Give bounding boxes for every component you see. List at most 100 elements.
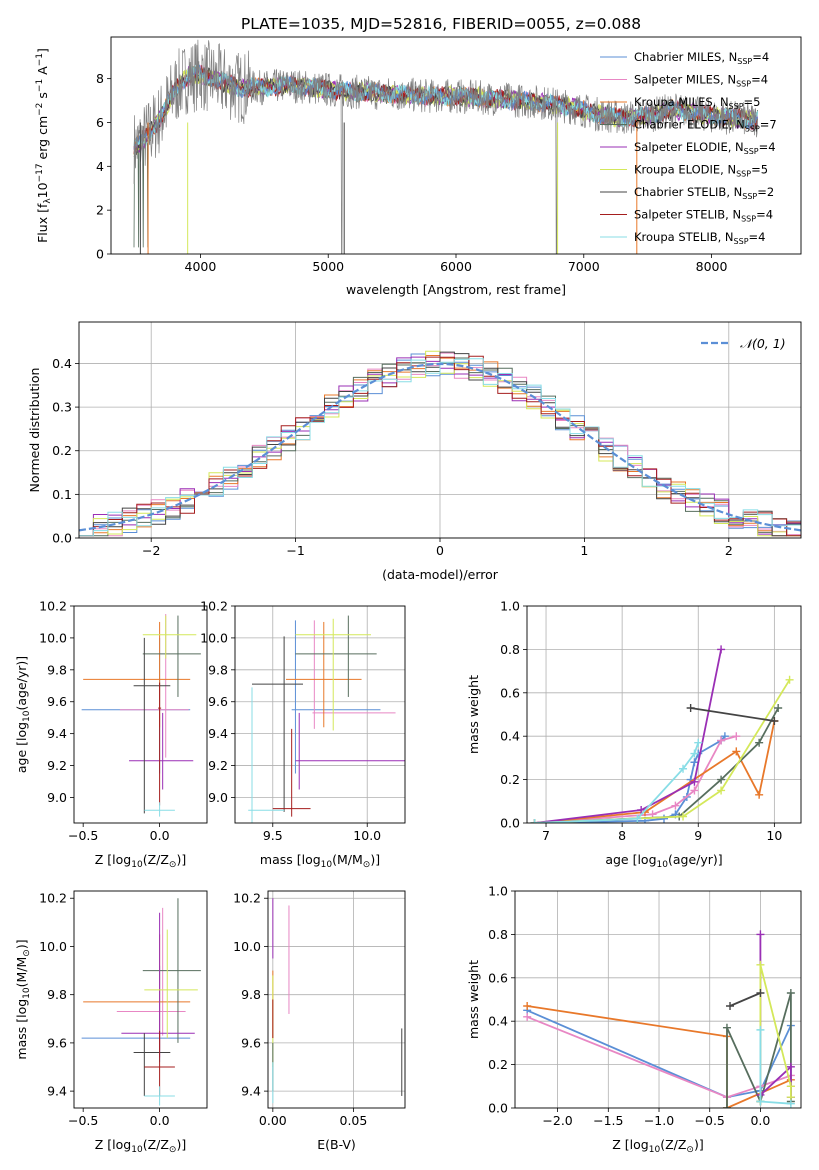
age_vs_mass-x-label: mass [log10(M/M⊙)] (260, 852, 380, 870)
legend-label: Salpeter STELIB, NSSP=4 (634, 208, 773, 224)
x-tick-label: 0.0 (150, 1113, 170, 1128)
panel-mass_vs_ebv: 0.00 0.05 9.4 9.6 9.8 10.0 10.2 E(B-V) (233, 890, 406, 1152)
y-tick-label: 0.4 (500, 729, 520, 744)
x-tick-label: −0.5 (68, 828, 98, 843)
legend-label: Chabrier ELODIE, NSSP=7 (634, 118, 777, 134)
age_vs_Z-x-label: Z [log10(Z/Z⊙)] (95, 852, 186, 870)
weight-line-c8 (534, 742, 700, 823)
weight_vs_age-y-label: mass weight (466, 675, 481, 754)
y-tick-label: 0.4 (52, 356, 72, 371)
weight-marker-c2 (732, 747, 741, 756)
panel-weight_vs_Z: −2.0 −1.5 −1.0 −0.5 0.0 0.0 0.2 0.4 0.6 0.8 1.0 Z [… (466, 884, 802, 1155)
weight-marker-c5 (717, 786, 726, 795)
weight-marker-c8 (530, 819, 539, 823)
age_vs_mass-plot-area (235, 606, 405, 823)
mass_vs_Z-y-label: mass [log10(M/M⊙)] (14, 939, 32, 1059)
weight-marker-c5 (679, 812, 688, 821)
legend-label: Chabrier STELIB, NSSP=2 (634, 185, 774, 201)
x-tick-label: −1.0 (644, 1113, 674, 1128)
y-tick-label: 1.0 (488, 884, 508, 899)
x-tick-label: 7000 (568, 259, 600, 274)
x-tick-label: 7 (542, 828, 550, 843)
legend-label: 𝒩(0, 1) (740, 336, 786, 351)
y-tick-label: 10.0 (200, 630, 228, 645)
mass_vs_ebv-plot-area (268, 891, 405, 1108)
weight-marker-c6 (686, 703, 695, 712)
mass_vs_Z-plot-area (81, 898, 201, 1106)
weight-marker-c8 (679, 764, 688, 773)
x-tick-label: 8000 (696, 259, 728, 274)
weight_vs_Z-y-label: mass weight (466, 960, 481, 1039)
weight-line-c4 (759, 934, 792, 1098)
y-tick-label: 9.6 (241, 1035, 261, 1050)
weight-marker-c5 (756, 960, 765, 969)
weight_vs_Z-frame (514, 890, 802, 1109)
y-tick-label: 9.8 (47, 987, 67, 1002)
y-tick-label: 9.4 (47, 726, 67, 741)
y-tick-label: 9.8 (208, 662, 228, 677)
weight-marker-c5 (785, 675, 794, 684)
weight-marker-c8 (786, 1099, 795, 1108)
y-tick-label: 0.8 (488, 927, 508, 942)
normal-curve (79, 362, 801, 532)
weight-marker-c4 (786, 1062, 795, 1071)
figure-title: PLATE=1035, MJD=52816, FIBERID=0055, z=0… (241, 15, 641, 33)
x-tick-label: −0.5 (68, 1113, 98, 1128)
weight-marker-c0 (660, 814, 668, 823)
y-tick-label: 0.0 (500, 816, 520, 831)
y-tick-label: 10.0 (39, 630, 67, 645)
panel-weight_vs_age: 7 8 9 10 0.0 0.2 0.4 0.6 0.8 1.0 age [log10(age/yr… (466, 599, 802, 870)
histogram-c8 (79, 358, 801, 538)
weight-line-c6 (690, 707, 775, 722)
y-tick-label: 10.0 (233, 939, 261, 954)
y-tick-label: 0.6 (500, 685, 520, 700)
weight_vs_age-frame (526, 605, 802, 824)
y-tick-label: 4 (96, 159, 104, 174)
y-tick-label: 9.8 (47, 662, 67, 677)
weight-line-c6 (729, 992, 761, 1007)
weight-marker-c8 (756, 1025, 765, 1034)
spectrum-legend: Chabrier MILES, NSSP=4 Salpeter MILES, NS… (600, 50, 777, 246)
x-tick-label: −2 (142, 543, 160, 558)
weight-marker-c3 (786, 988, 795, 997)
x-tick-label: 0.00 (259, 1113, 287, 1128)
y-tick-label: 0.0 (52, 531, 72, 546)
weight-marker-c6 (726, 1002, 735, 1011)
x-tick-label: −1 (286, 543, 304, 558)
panel-spectrum: 4000 5000 6000 7000 8000 0 2 4 6 8 wavelength [Ang… (35, 36, 802, 297)
x-tick-label: 2 (725, 543, 733, 558)
weight-marker-c3 (717, 775, 726, 784)
weight-marker-c2 (755, 790, 764, 799)
mass_vs_ebv-x-label: E(B-V) (317, 1137, 356, 1152)
y-tick-label: 9.4 (47, 1084, 67, 1099)
x-tick-label: 6000 (440, 259, 472, 274)
y-tick-label: 9.2 (208, 758, 228, 773)
y-tick-label: 0.4 (488, 1014, 508, 1029)
legend-label: Kroupa MILES, NSSP=5 (634, 95, 760, 111)
x-tick-label: 0 (436, 543, 444, 558)
y-tick-label: 0.2 (488, 1057, 508, 1072)
age_vs_Z-frame (73, 605, 208, 824)
y-tick-label: 9.2 (47, 758, 67, 773)
x-tick-label: 4000 (185, 259, 217, 274)
weight-marker-c8 (694, 738, 703, 747)
y-tick-label: 0.0 (488, 1101, 508, 1116)
x-tick-label: 1 (580, 543, 588, 558)
weight-marker-c3 (755, 738, 764, 747)
weight-line-c1 (534, 735, 737, 823)
age_vs_Z-plot-area (81, 613, 201, 817)
panel-residuals: −2 −1 0 1 2 0.0 0.1 0.2 0.3 0.4 (data-model)/error… (27, 321, 802, 582)
age_vs_mass-frame (234, 605, 406, 824)
y-tick-label: 6 (96, 115, 104, 130)
y-tick-label: 0.6 (488, 970, 508, 985)
weight-marker-c4 (756, 930, 765, 939)
residuals-x-label: (data-model)/error (382, 567, 499, 582)
legend-label: Kroupa ELODIE, NSSP=5 (634, 163, 768, 179)
weight_vs_Z-x-label: Z [log10(Z/Z⊙)] (612, 1137, 703, 1155)
x-tick-label: 10 (766, 828, 782, 843)
weight-marker-c1 (732, 732, 741, 741)
x-tick-label: 0.0 (750, 1113, 770, 1128)
y-tick-label: 1.0 (500, 599, 520, 614)
x-tick-label: −0.5 (695, 1113, 725, 1128)
weight-marker-c8 (756, 1097, 765, 1106)
